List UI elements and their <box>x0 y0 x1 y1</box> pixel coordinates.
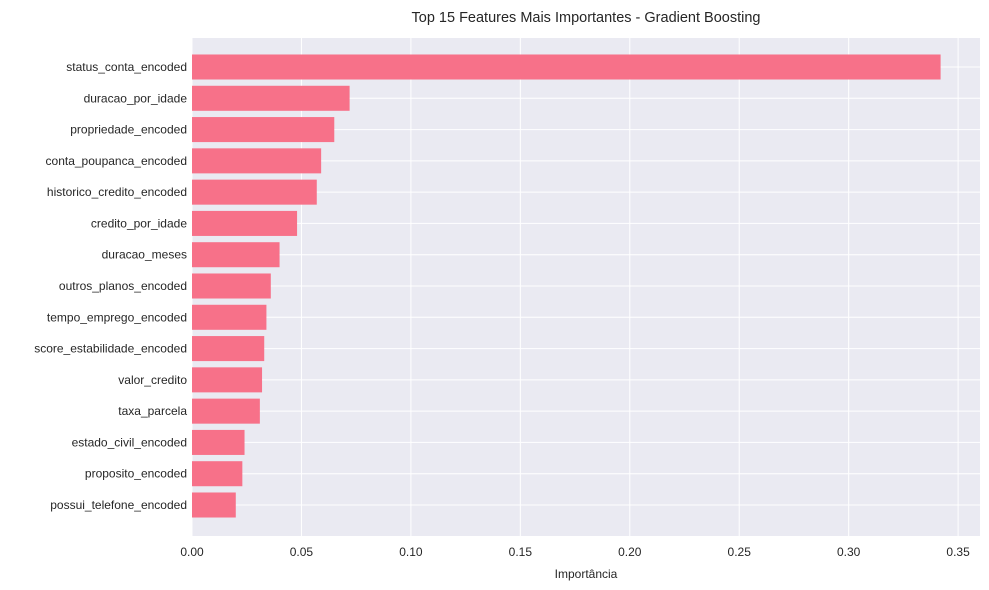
y-tick-label: estado_civil_encoded <box>72 435 187 449</box>
bar-credito_por_idade <box>192 210 298 236</box>
bar-proposito_encoded <box>192 461 243 487</box>
y-tick-label: valor_credito <box>118 373 187 387</box>
y-tick-label: duracao_por_idade <box>84 91 188 105</box>
y-tick-labels: status_conta_encoded duracao_por_idadepro… <box>34 60 187 512</box>
bars <box>192 54 941 518</box>
bar-estado_civil_encoded <box>192 429 245 455</box>
x-tick-label: 0.05 <box>290 545 314 559</box>
y-tick-label: outros_planos_encoded <box>59 279 187 293</box>
bar-outros_planos_encoded <box>192 273 271 299</box>
bar-duracao_por_idade <box>192 85 350 111</box>
bar-historico_credito_encoded <box>192 179 317 205</box>
plot-area <box>192 38 980 536</box>
x-axis-label: Importância <box>555 567 618 581</box>
y-tick-label: taxa_parcela <box>118 404 187 418</box>
x-tick-label: 0.10 <box>399 545 423 559</box>
bar-tempo_emprego_encoded <box>192 304 267 330</box>
bar-score_estabilidade_encoded <box>192 336 265 362</box>
bar-valor_credito <box>192 367 263 393</box>
y-tick-label: proposito_encoded <box>85 467 187 481</box>
x-tick-label: 0.00 <box>180 545 204 559</box>
bar-possui_telefone_encoded <box>192 492 236 518</box>
x-tick-label: 0.30 <box>837 545 861 559</box>
x-tick-label: 0.35 <box>946 545 970 559</box>
y-tick-label: duracao_meses <box>102 248 187 262</box>
chart-title: Top 15 Features Mais Importantes - Gradi… <box>412 10 761 26</box>
bar-propriedade_encoded <box>192 117 335 143</box>
y-tick-label: score_estabilidade_encoded <box>34 342 187 356</box>
x-tick-label: 0.20 <box>618 545 642 559</box>
y-tick-label: conta_poupanca_encoded <box>46 154 187 168</box>
bar-status_conta_encoded <box>192 54 941 80</box>
bar-conta_poupanca_encoded <box>192 148 322 174</box>
y-tick-label: propriedade_encoded <box>70 123 187 137</box>
y-tick-label: credito_por_idade <box>91 216 187 230</box>
x-tick-labels: 0.00 0.05 0.10 0.15 0.20 0.25 0.30 0.35 <box>180 545 970 559</box>
bar-taxa_parcela <box>192 398 260 424</box>
y-tick-label: tempo_emprego_encoded <box>47 310 187 324</box>
y-tick-label: possui_telefone_encoded <box>50 498 187 512</box>
x-tick-label: 0.15 <box>509 545 533 559</box>
bar-duracao_meses <box>192 242 280 268</box>
x-tick-label: 0.25 <box>728 545 752 559</box>
y-tick-label: status_conta_encoded <box>66 60 187 74</box>
y-tick-label: historico_credito_encoded <box>47 185 187 199</box>
